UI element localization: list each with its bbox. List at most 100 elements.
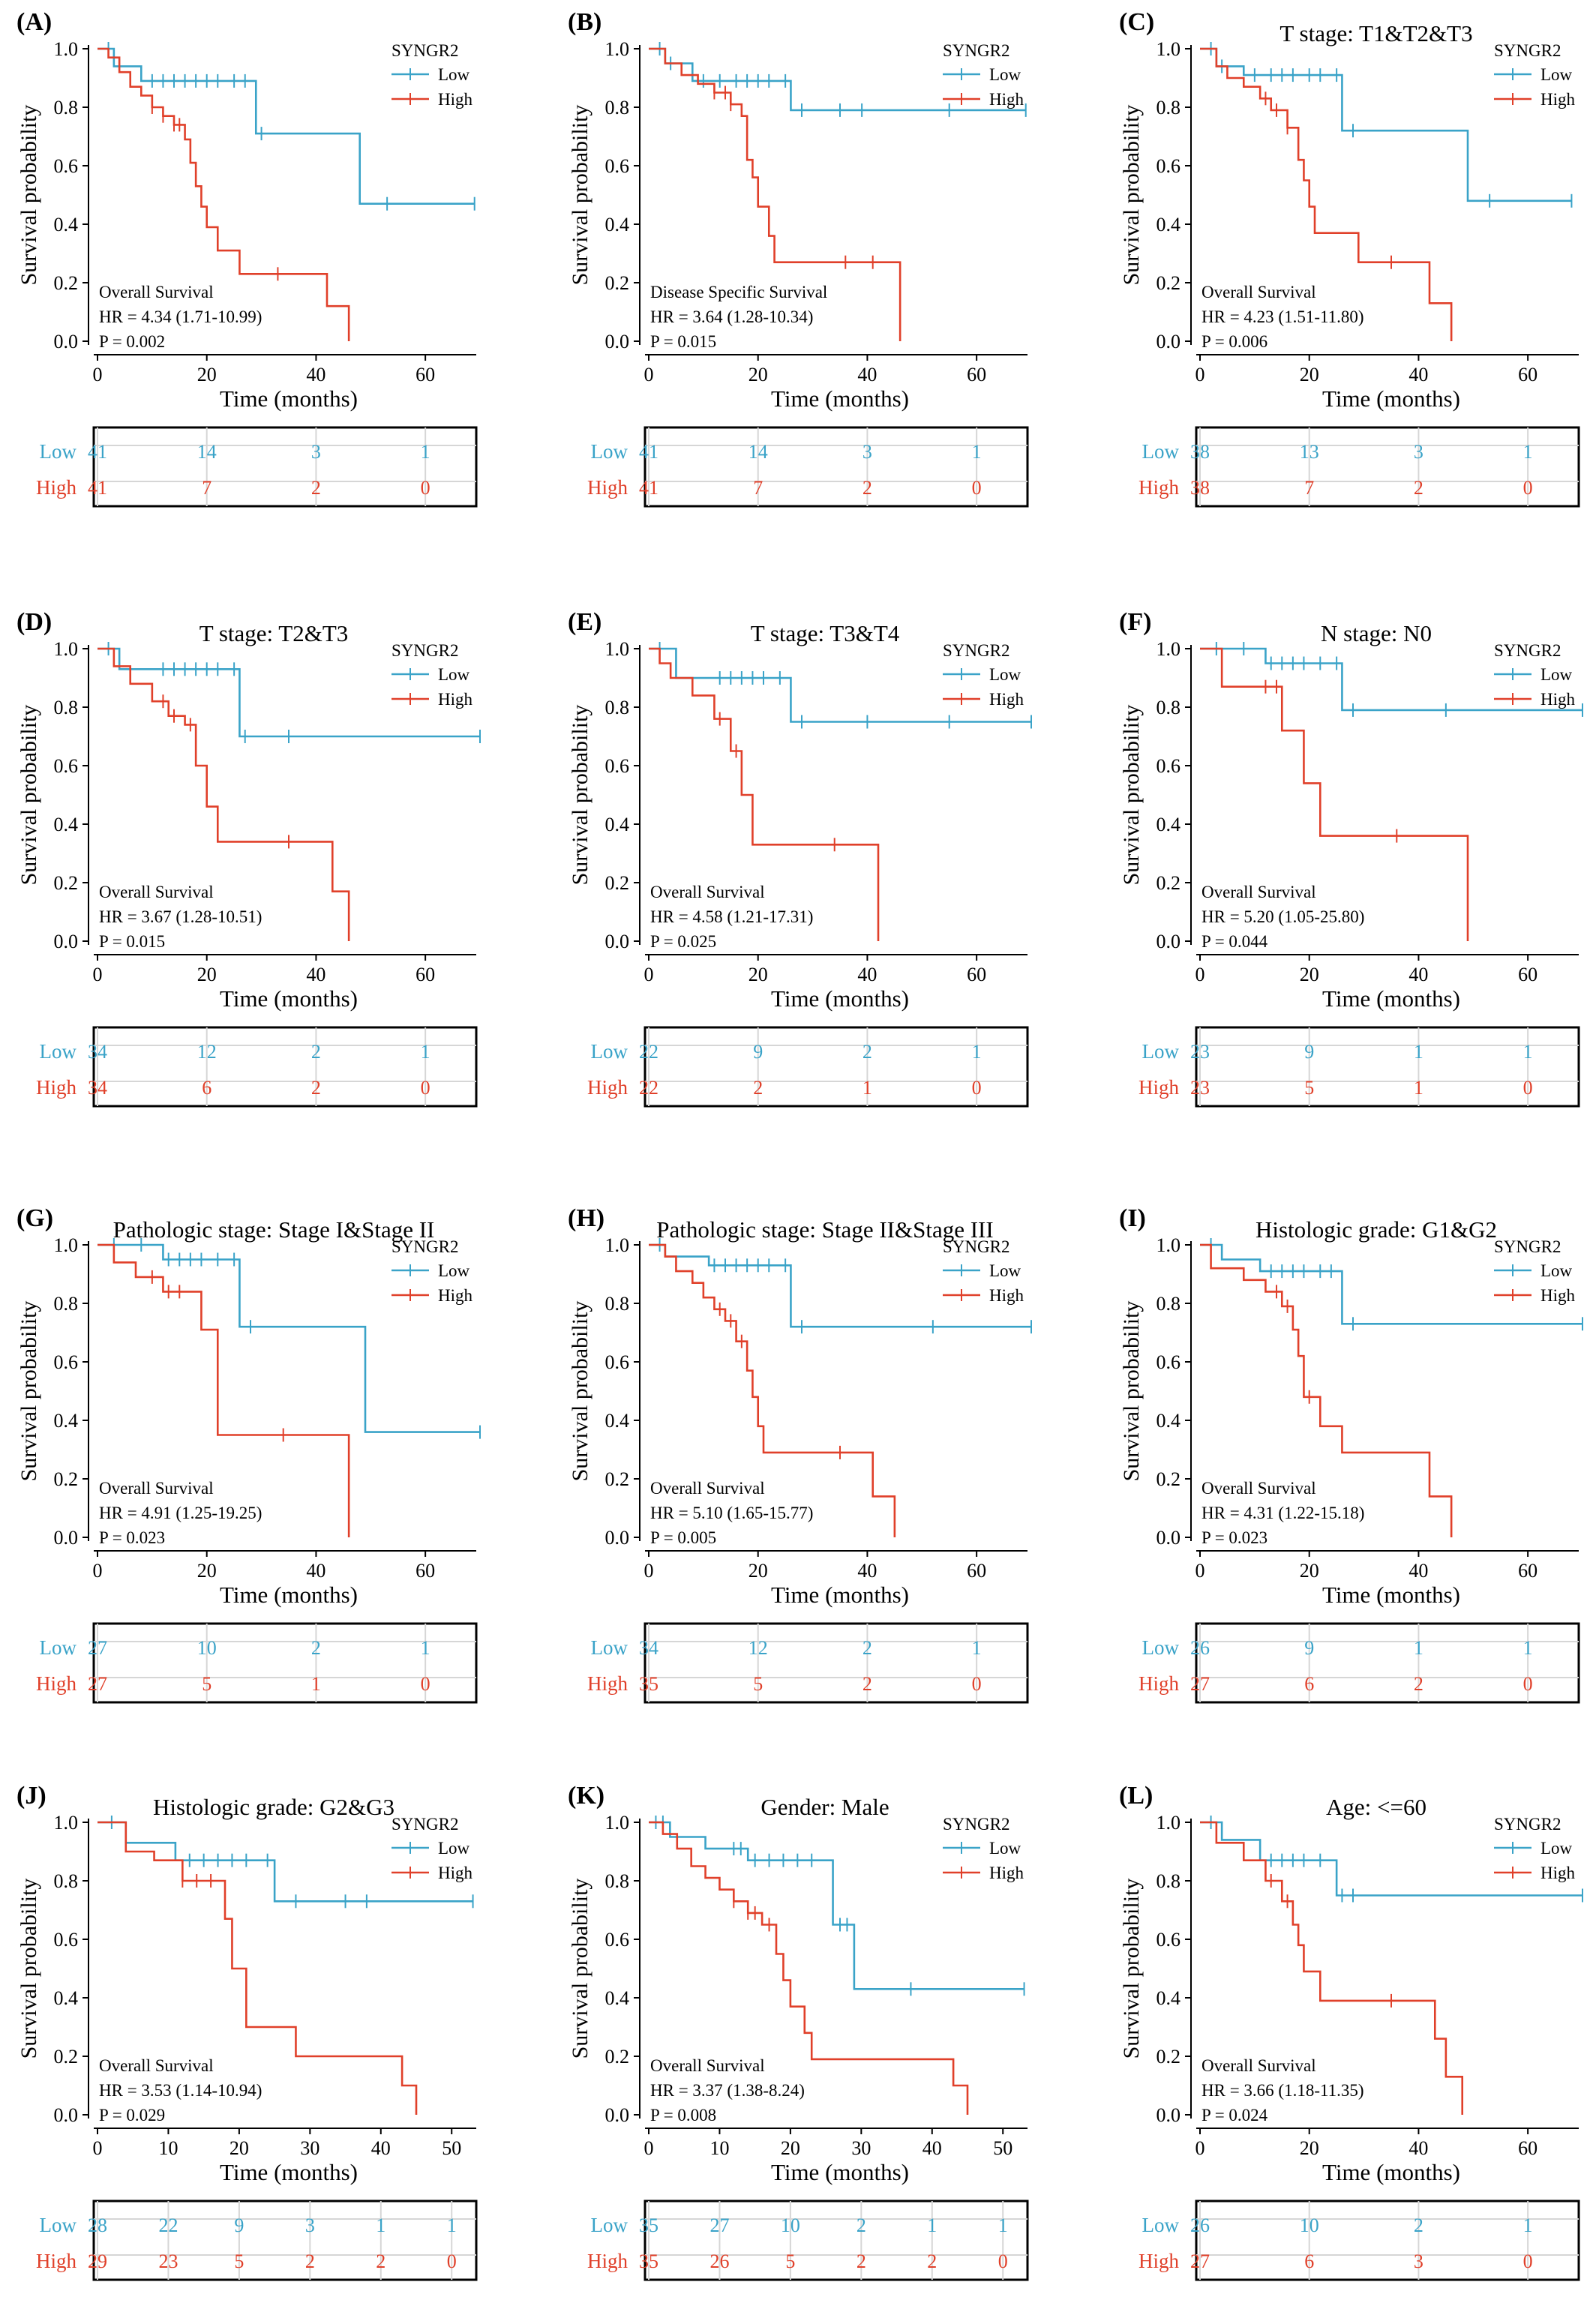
x-axis-label: Time (months) bbox=[1322, 2159, 1460, 2185]
y-axis-label: Survival probability bbox=[1119, 105, 1144, 286]
risk-count-high: 1 bbox=[862, 1077, 872, 1099]
risk-count-high: 2 bbox=[311, 1077, 321, 1099]
x-tick-label: 40 bbox=[1408, 2137, 1428, 2159]
legend-title: SYNGR2 bbox=[392, 41, 458, 60]
risk-count-low: 26 bbox=[1190, 1637, 1210, 1659]
km-curve-low bbox=[1200, 1243, 1582, 1325]
legend-title: SYNGR2 bbox=[1494, 1237, 1561, 1256]
risk-count-high: 0 bbox=[972, 1673, 982, 1695]
risk-row-label-high: High bbox=[36, 476, 77, 499]
y-tick-label: 0.8 bbox=[1156, 1293, 1181, 1315]
risk-count-low: 27 bbox=[88, 1637, 107, 1659]
p-value: P = 0.023 bbox=[99, 1528, 165, 1547]
risk-count-high: 2 bbox=[305, 2251, 315, 2272]
km-curve-low bbox=[1200, 1821, 1582, 1897]
risk-count-high: 0 bbox=[447, 2251, 457, 2272]
km-panel: (F) N stage: N0 Survival probability 0.0 0.2… bbox=[1119, 608, 1583, 1108]
panel-label: (F) bbox=[1119, 608, 1151, 636]
risk-count-high: 0 bbox=[1523, 477, 1533, 499]
x-tick-label: 40 bbox=[857, 1560, 877, 1582]
y-tick-label: 0.6 bbox=[1156, 1351, 1181, 1373]
legend-label-low: Low bbox=[438, 1839, 470, 1858]
risk-count-high: 2 bbox=[1414, 1673, 1424, 1695]
legend-title: SYNGR2 bbox=[392, 1237, 458, 1256]
stat-label: Overall Survival bbox=[1202, 883, 1316, 901]
p-value: P = 0.023 bbox=[1202, 1528, 1268, 1547]
risk-count-high: 0 bbox=[1523, 1673, 1533, 1695]
legend-label-low: Low bbox=[989, 1839, 1022, 1858]
km-curve-high bbox=[1200, 1243, 1453, 1537]
x-tick-label: 40 bbox=[306, 1560, 326, 1582]
y-tick-label: 0.0 bbox=[1156, 1527, 1181, 1549]
legend-label-low: Low bbox=[989, 665, 1022, 684]
stat-label: Overall Survival bbox=[99, 2056, 214, 2075]
x-tick-label: 40 bbox=[1408, 364, 1428, 385]
risk-count-low: 10 bbox=[197, 1637, 217, 1659]
risk-count-low: 3 bbox=[1414, 441, 1424, 463]
y-tick-label: 0.8 bbox=[54, 697, 79, 718]
risk-count-high: 41 bbox=[639, 477, 658, 499]
x-tick-label: 30 bbox=[851, 2137, 871, 2159]
risk-count-high: 0 bbox=[421, 477, 430, 499]
x-tick-label: 10 bbox=[158, 2137, 178, 2159]
p-value: P = 0.024 bbox=[1202, 2106, 1268, 2125]
risk-row-label-low: Low bbox=[1142, 1636, 1180, 1659]
risk-count-high: 0 bbox=[421, 1077, 430, 1099]
y-axis-label: Survival probability bbox=[1119, 705, 1144, 886]
x-tick-label: 60 bbox=[416, 1560, 435, 1582]
panel-title: Pathologic stage: Stage I&Stage II bbox=[113, 1216, 435, 1243]
risk-count-low: 9 bbox=[1304, 1041, 1314, 1063]
y-tick-label: 1.0 bbox=[605, 1812, 630, 1834]
x-tick-label: 10 bbox=[710, 2137, 729, 2159]
x-tick-label: 0 bbox=[93, 364, 103, 385]
risk-count-high: 3 bbox=[1414, 2251, 1424, 2272]
risk-row-label-low: Low bbox=[40, 2214, 77, 2236]
y-tick-label: 0.6 bbox=[1156, 755, 1181, 777]
x-tick-label: 0 bbox=[1196, 2137, 1205, 2159]
panel-title: Histologic grade: G1&G2 bbox=[1256, 1216, 1497, 1243]
risk-table-box bbox=[644, 426, 1029, 508]
y-tick-label: 1.0 bbox=[54, 638, 79, 660]
risk-count-low: 14 bbox=[748, 441, 768, 463]
y-tick-label: 0.4 bbox=[54, 1987, 79, 2009]
y-tick-label: 0.2 bbox=[54, 1468, 79, 1490]
legend-title: SYNGR2 bbox=[392, 641, 458, 660]
x-tick-label: 0 bbox=[93, 1560, 103, 1582]
legend-label-low: Low bbox=[1540, 1839, 1573, 1858]
panel-title: Histologic grade: G2&G3 bbox=[153, 1794, 394, 1820]
x-tick-label: 60 bbox=[967, 364, 986, 385]
risk-count-high: 5 bbox=[1304, 1077, 1314, 1099]
y-tick-label: 0.8 bbox=[605, 1870, 630, 1892]
risk-count-high: 0 bbox=[972, 477, 982, 499]
risk-count-high: 5 bbox=[753, 1673, 763, 1695]
risk-count-high: 7 bbox=[753, 477, 763, 499]
x-tick-label: 0 bbox=[1196, 964, 1205, 985]
y-axis-label: Survival probability bbox=[568, 105, 592, 286]
risk-count-high: 2 bbox=[927, 2251, 937, 2272]
legend-label-high: High bbox=[1540, 1864, 1576, 1882]
x-tick-label: 40 bbox=[857, 964, 877, 985]
risk-table-box bbox=[1195, 1026, 1580, 1108]
risk-count-low: 1 bbox=[972, 1637, 982, 1659]
km-curve-high bbox=[1200, 47, 1453, 341]
risk-count-low: 1 bbox=[376, 2215, 386, 2236]
y-tick-label: 0.8 bbox=[605, 97, 630, 118]
risk-row-label-low: Low bbox=[40, 440, 77, 463]
legend-label-low: Low bbox=[438, 665, 470, 684]
hazard-ratio: HR = 4.31 (1.22-15.18) bbox=[1202, 1504, 1364, 1522]
legend-label-high: High bbox=[438, 690, 473, 709]
risk-count-high: 2 bbox=[856, 2251, 866, 2272]
km-panel: (L) Age: <=60 Survival probability 0.0 0.2 0.… bbox=[1119, 1782, 1583, 2281]
risk-count-low: 22 bbox=[158, 2215, 178, 2236]
km-curve-low bbox=[98, 1821, 473, 1903]
x-tick-label: 60 bbox=[1518, 964, 1538, 985]
p-value: P = 0.002 bbox=[99, 332, 165, 351]
panel-label: (I) bbox=[1119, 1204, 1146, 1232]
km-panel: (E) T stage: T3&T4 Survival probability 0.0… bbox=[568, 608, 1032, 1108]
risk-count-low: 38 bbox=[1190, 441, 1210, 463]
panel-title: Gender: Male bbox=[760, 1794, 889, 1820]
panel-label: (A) bbox=[16, 8, 52, 36]
km-panel: (G) Pathologic stage: Stage I&Stage II Sur… bbox=[16, 1204, 481, 1704]
risk-count-low: 3 bbox=[862, 441, 872, 463]
legend-label-low: Low bbox=[989, 65, 1022, 84]
